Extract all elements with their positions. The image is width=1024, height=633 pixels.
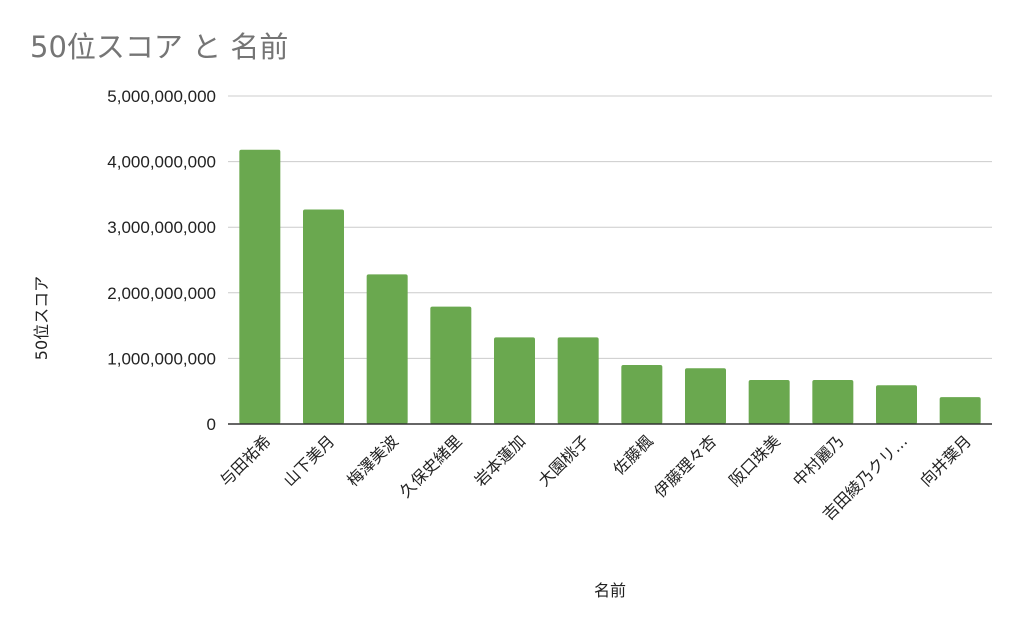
bar[interactable]	[685, 368, 726, 424]
y-tick-label: 3,000,000,000	[107, 218, 216, 237]
x-category-label: 向井葉月	[916, 431, 975, 490]
y-tick-label: 1,000,000,000	[107, 349, 216, 368]
bar[interactable]	[812, 380, 854, 424]
chart-title: 50位スコア と 名前	[30, 30, 289, 64]
bar[interactable]	[748, 380, 790, 424]
bar[interactable]	[239, 149, 281, 425]
bar[interactable]	[494, 337, 535, 424]
x-category-label: 伊藤理々杏	[650, 431, 720, 501]
bar[interactable]	[621, 364, 663, 424]
y-tick-label: 5,000,000,000	[107, 87, 216, 106]
y-axis-tick-labels: 0 1,000,000,000 2,000,000,000 3,000,000,000…	[107, 87, 216, 434]
y-tick-label: 4,000,000,000	[107, 153, 216, 172]
gridlines	[228, 95, 992, 359]
x-category-label: 梅澤美波	[343, 431, 402, 490]
bar[interactable]	[430, 306, 472, 424]
x-category-label: 岩本蓮加	[471, 431, 530, 490]
x-category-label: 山下美月	[280, 431, 339, 490]
x-category-label: 佐藤楓	[609, 431, 656, 478]
y-axis-title: 50位スコア	[32, 276, 51, 360]
bar[interactable]	[366, 274, 408, 424]
bar[interactable]	[557, 337, 599, 424]
bar[interactable]	[303, 209, 344, 424]
bar[interactable]	[876, 385, 917, 424]
bar[interactable]	[939, 397, 981, 424]
x-category-label: 大園桃子	[534, 431, 593, 490]
x-category-label: 久保史緒里	[396, 431, 466, 501]
x-category-label: 中村麗乃	[789, 431, 848, 490]
y-tick-label: 0	[207, 415, 216, 434]
bars	[239, 149, 981, 425]
y-tick-label: 2,000,000,000	[107, 284, 216, 303]
x-category-label: 阪口珠美	[725, 431, 784, 490]
x-category-label: 与田祐希	[216, 431, 275, 490]
x-axis-title: 名前	[594, 581, 626, 600]
